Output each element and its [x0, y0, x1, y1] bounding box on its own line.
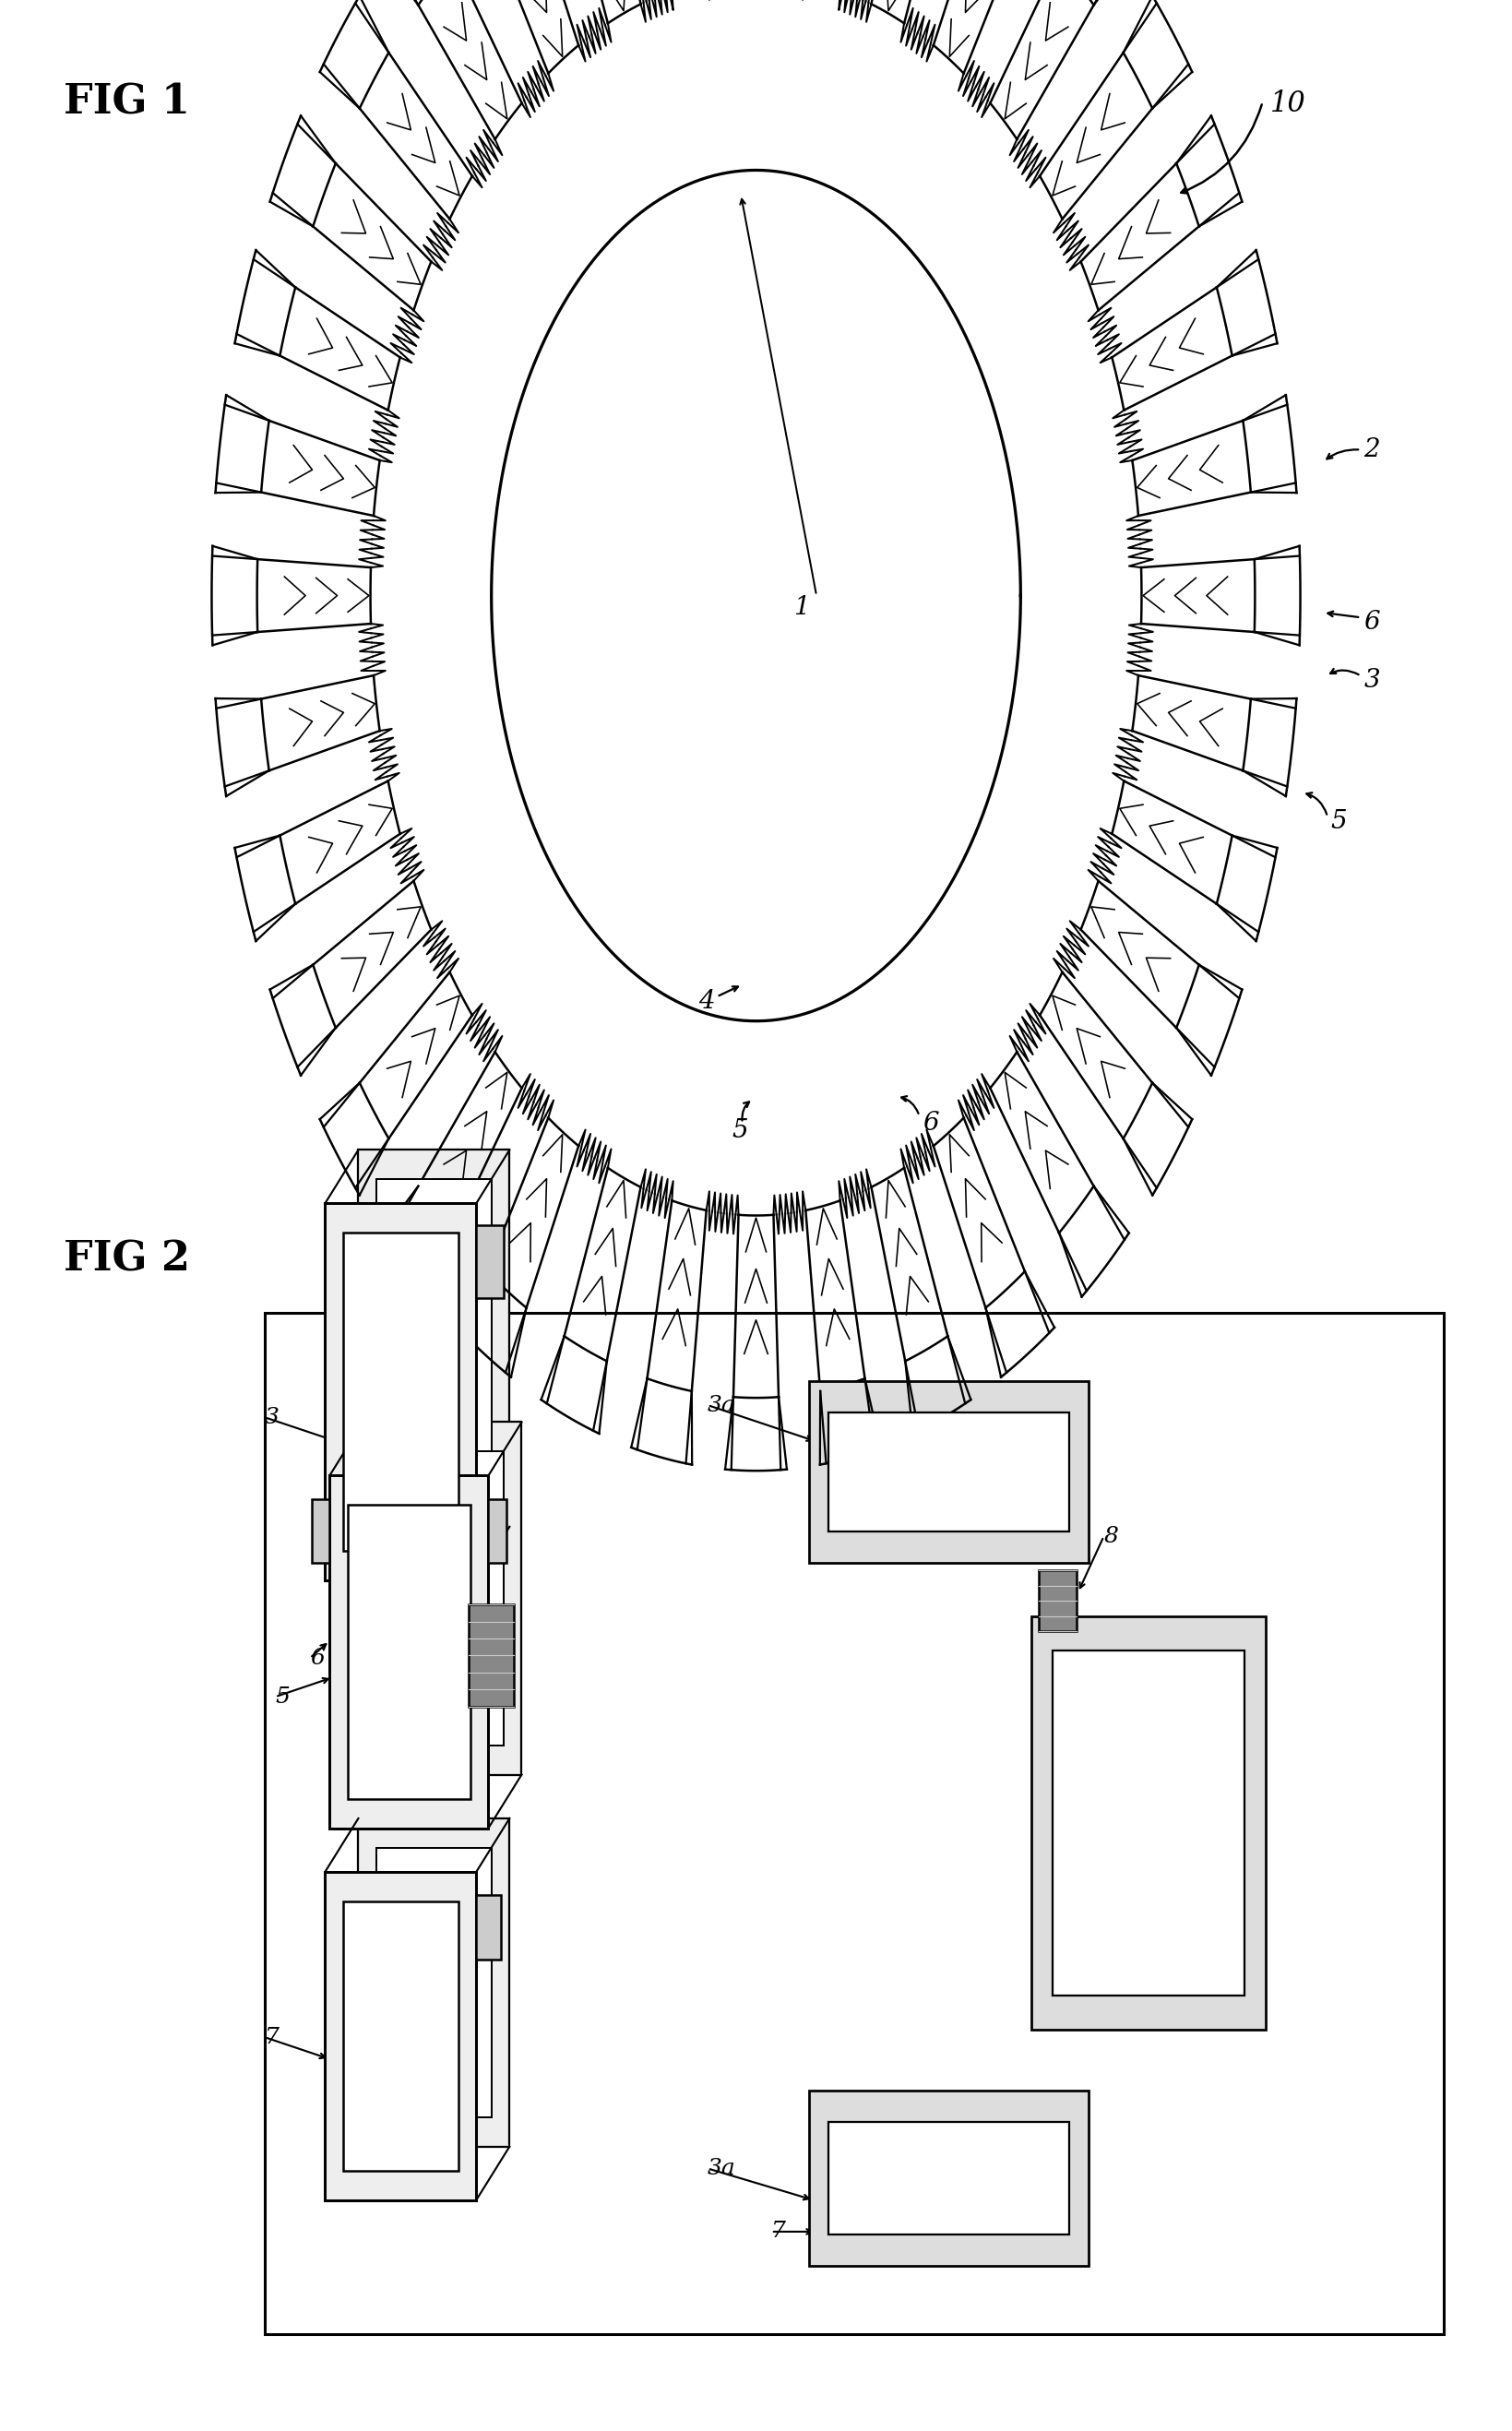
Text: 5: 5	[732, 1118, 748, 1143]
Text: 10: 10	[1270, 90, 1306, 119]
Bar	[358, 1150, 510, 1527]
Text: 5: 5	[1331, 810, 1347, 834]
Bar	[343, 1901, 458, 2171]
Text: 6: 6	[310, 1648, 325, 1668]
Bar	[1031, 1617, 1266, 2030]
Bar	[809, 2091, 1089, 2266]
Text: 3: 3	[265, 1408, 280, 1427]
Bar	[381, 1451, 503, 1745]
Bar	[469, 1604, 514, 1707]
Text: 3a: 3a	[708, 1395, 736, 1415]
Bar	[363, 1422, 522, 1775]
Text: 7: 7	[265, 2027, 280, 2047]
Bar	[476, 1896, 500, 1959]
Text: FIG 1: FIG 1	[64, 83, 191, 122]
Bar	[829, 1412, 1069, 1532]
Text: 7: 7	[771, 2222, 786, 2241]
Text: 6: 6	[1058, 2134, 1074, 2154]
Bar	[1039, 1570, 1077, 1631]
Text: 1: 1	[794, 596, 810, 620]
Bar	[325, 1203, 476, 1580]
Bar	[376, 1848, 491, 2117]
Text: 3a: 3a	[708, 2159, 736, 2178]
Bar	[809, 1381, 1089, 1563]
Text: FIG 2: FIG 2	[64, 1240, 191, 1279]
Text: 8: 8	[1104, 1527, 1119, 1546]
Text: 5: 5	[275, 1687, 290, 1707]
Text: 8: 8	[491, 1502, 507, 1522]
Text: 6: 6	[1058, 1395, 1074, 1415]
Bar	[330, 1476, 488, 1828]
Bar	[265, 1313, 1444, 2334]
Bar	[348, 1505, 470, 1799]
Text: 3: 3	[1364, 669, 1380, 693]
Text: 3a: 3a	[1149, 1736, 1178, 1755]
Text: 6: 6	[438, 1930, 454, 1950]
Bar	[829, 2122, 1069, 2234]
Text: 6: 6	[461, 1395, 476, 1415]
Text: 2: 2	[1364, 438, 1380, 462]
Bar	[1052, 1651, 1244, 1996]
Bar	[358, 1818, 510, 2147]
Bar	[488, 1500, 507, 1563]
Bar	[325, 1872, 476, 2200]
Bar	[311, 1500, 330, 1563]
Text: 6: 6	[507, 1687, 522, 1707]
Text: 6: 6	[922, 1111, 939, 1135]
Bar	[376, 1179, 491, 1497]
Bar	[476, 1225, 503, 1298]
Text: 6: 6	[1364, 610, 1380, 634]
Bar	[343, 1233, 458, 1551]
Text: 4: 4	[699, 989, 715, 1014]
